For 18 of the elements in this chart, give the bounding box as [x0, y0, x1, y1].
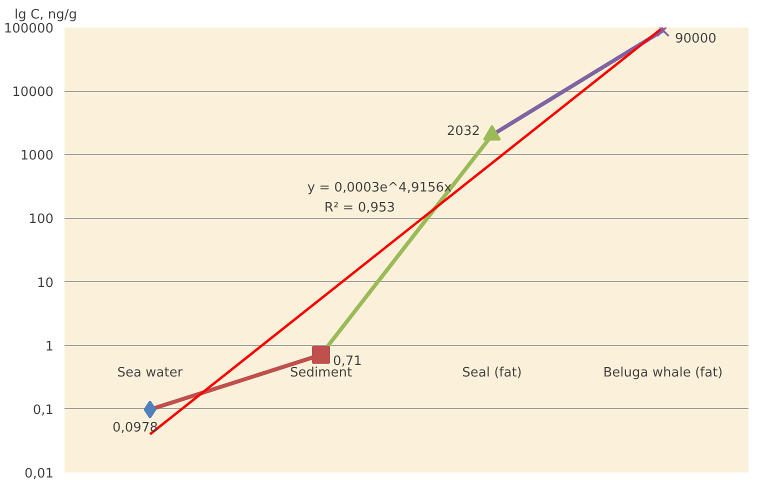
y-tick-label: 0,1 — [32, 402, 54, 418]
y-tick-label: 1 — [45, 339, 54, 354]
y-tick-label: 100 — [28, 212, 54, 228]
y-tick-label: 1000 — [20, 148, 54, 164]
point — [144, 400, 156, 419]
y-tick-label: 10 — [36, 276, 54, 291]
data-label: 90000 — [675, 31, 716, 46]
y-tick-label: 10000 — [12, 85, 54, 100]
x-tick-label: Beluga whale (fat) — [603, 365, 723, 380]
x-tick-label: Sea water — [117, 365, 184, 380]
y-tick-label: 100000 — [4, 22, 54, 36]
data-label: 2032 — [446, 124, 480, 140]
y-tick-label: 0,01 — [24, 466, 54, 482]
point — [312, 346, 330, 364]
data-label: 0,0978 — [112, 420, 158, 436]
x-tick-label: Seal (fat) — [462, 365, 522, 380]
y-axis-title: lg C, ng/g — [14, 8, 77, 22]
annotation: R² = 0,953 — [324, 200, 396, 216]
